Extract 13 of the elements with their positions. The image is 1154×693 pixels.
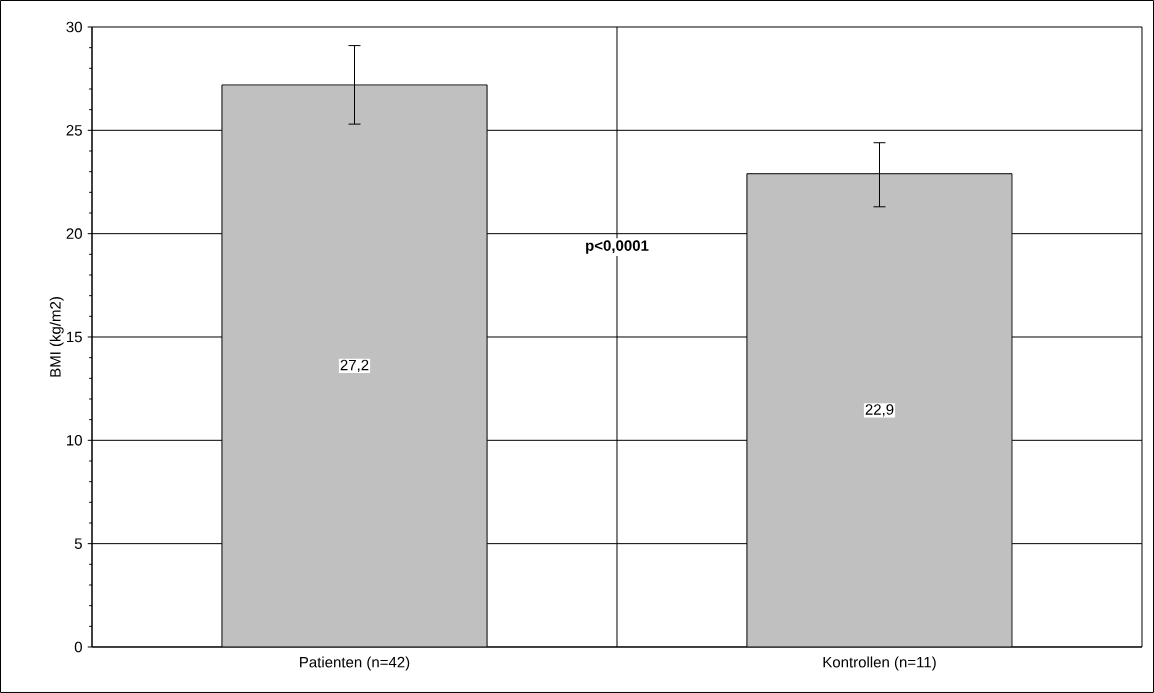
- x-tick-label: Patienten (n=42): [300, 656, 410, 671]
- data-label: 22,9: [865, 404, 894, 417]
- y-tick-label: 20: [66, 228, 82, 239]
- y-axis-title: BMI (kg/m2): [49, 297, 64, 377]
- x-tick-label: Kontrollen (n=11): [823, 656, 936, 671]
- y-tick-label: 25: [66, 125, 82, 136]
- y-tick-label: 5: [74, 538, 82, 549]
- annotation: p<0,0001: [586, 240, 649, 254]
- y-tick-label: 10: [67, 435, 82, 446]
- y-tick-label: 15: [67, 331, 82, 343]
- y-tick-label: 30: [66, 21, 82, 33]
- data-label: 27,2: [340, 359, 369, 373]
- y-tick-label: 0: [74, 641, 82, 653]
